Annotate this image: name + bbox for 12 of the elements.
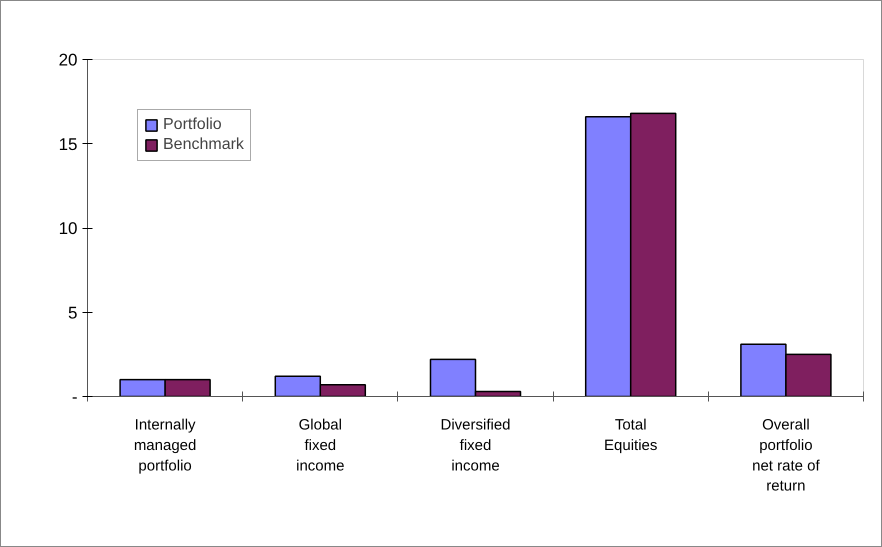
x-tick-label: Overall portfolio net rate of return <box>752 416 821 495</box>
x-tick-label: Diversified fixed income <box>440 416 511 474</box>
y-tick-label: 10 <box>58 219 78 238</box>
y-tick-label: - <box>72 388 78 406</box>
y-tick-label: 5 <box>68 303 78 322</box>
y-tick-label: 15 <box>58 134 78 154</box>
legend-label: Portfolio <box>163 116 222 134</box>
y-tick-label: 20 <box>58 50 78 70</box>
x-tick-label: Internally managed portfolio <box>134 416 196 474</box>
x-tick-label: Total Equities <box>604 416 658 454</box>
x-tick-label: Global fixed income <box>296 416 344 474</box>
legend-label: Benchmark <box>163 136 244 154</box>
